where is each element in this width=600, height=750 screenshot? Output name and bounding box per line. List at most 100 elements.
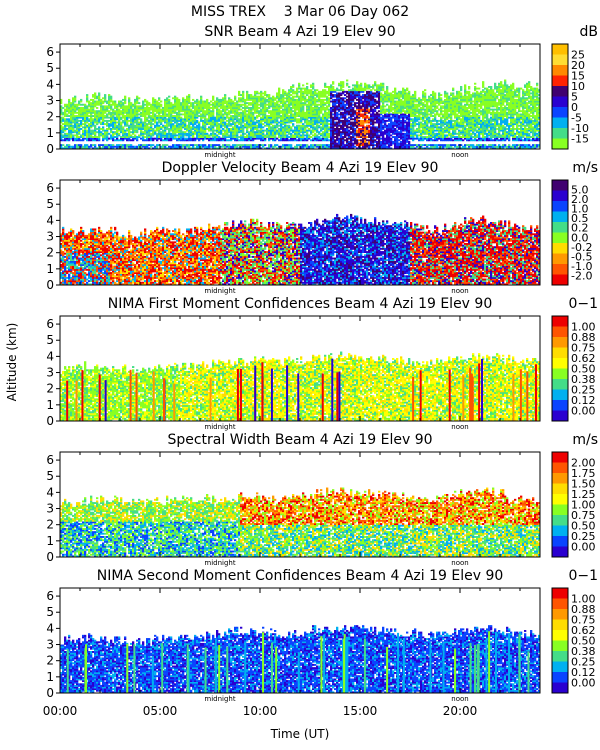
heatmap-cell: [132, 104, 134, 106]
heatmap-cell: [266, 128, 268, 130]
heatmap-cell: [306, 104, 308, 106]
heatmap-cell: [96, 131, 98, 133]
heatmap-cell: [116, 104, 118, 106]
heatmap-cell: [122, 144, 124, 146]
heatmap-cell: [118, 109, 120, 111]
heatmap-cell: [288, 139, 290, 141]
heatmap-cell: [256, 115, 258, 117]
heatmap-cell: [174, 144, 176, 146]
heatmap-cell: [84, 138, 86, 140]
heatmap-cell: [290, 97, 292, 99]
heatmap-cell: [102, 97, 104, 99]
heatmap-cell: [238, 144, 240, 146]
heatmap-cell: [118, 144, 120, 146]
heatmap-cell: [304, 144, 306, 146]
heatmap-cell: [278, 122, 280, 124]
heatmap-cell: [262, 126, 264, 128]
heatmap-cell: [154, 138, 156, 140]
heatmap-cell: [216, 134, 218, 136]
heatmap-cell: [286, 134, 288, 136]
heatmap-cell: [120, 101, 122, 103]
heatmap-cell: [120, 117, 122, 119]
heatmap-cell: [144, 139, 146, 141]
heatmap-cell: [228, 144, 230, 146]
heatmap-cell: [308, 146, 310, 148]
heatmap-cell: [92, 94, 94, 96]
heatmap-cell: [310, 139, 312, 141]
heatmap-cell: [234, 102, 236, 104]
heatmap-cell: [290, 107, 292, 109]
heatmap-cell: [146, 144, 148, 146]
heatmap-cell: [154, 125, 156, 127]
heatmap-cell: [238, 136, 240, 138]
heatmap-cell: [132, 136, 134, 138]
heatmap-cell: [340, 97, 342, 99]
heatmap-cell: [154, 99, 156, 101]
heatmap-cell: [236, 125, 238, 127]
heatmap-cell: [80, 139, 82, 141]
heatmap-cell: [114, 146, 116, 148]
heatmap-cell: [84, 144, 86, 146]
heatmap-cell: [226, 139, 228, 141]
heatmap-cell: [82, 107, 84, 109]
heatmap-cell: [64, 146, 66, 148]
heatmap-cell: [302, 84, 304, 86]
heatmap-cell: [118, 139, 120, 141]
heatmap-cell: [214, 133, 216, 135]
heatmap-cell: [224, 117, 226, 119]
heatmap-cell: [256, 125, 258, 127]
heatmap-cell: [284, 144, 286, 146]
heatmap-cell: [100, 122, 102, 124]
heatmap-cell: [96, 128, 98, 130]
heatmap-cell: [344, 139, 346, 141]
heatmap-cell: [62, 134, 64, 136]
heatmap-cell: [150, 104, 152, 106]
heatmap-cell: [334, 89, 336, 91]
heatmap-cell: [288, 89, 290, 91]
heatmap-cell: [186, 125, 188, 127]
heatmap-cell: [194, 126, 196, 128]
heatmap-cell: [238, 104, 240, 106]
heatmap-cell: [304, 112, 306, 114]
heatmap-cell: [154, 146, 156, 148]
heatmap-cell: [112, 109, 114, 111]
heatmap-cell: [296, 139, 298, 141]
heatmap-cell: [76, 115, 78, 117]
heatmap-cell: [270, 110, 272, 112]
heatmap-cell: [156, 133, 158, 135]
heatmap-cell: [122, 126, 124, 128]
heatmap-cell: [100, 144, 102, 146]
heatmap-cell: [338, 138, 340, 140]
heatmap-cell: [224, 94, 226, 96]
heatmap-cell: [164, 144, 166, 146]
heatmap-cell: [62, 123, 64, 125]
heatmap-cell: [102, 126, 104, 128]
heatmap-cell: [124, 130, 126, 132]
heatmap-cell: [314, 97, 316, 99]
heatmap-cell: [216, 97, 218, 99]
heatmap-cell: [240, 144, 242, 146]
heatmap-cell: [174, 96, 176, 98]
heatmap-cell: [80, 134, 82, 136]
heatmap-cell: [238, 126, 240, 128]
heatmap-cell: [288, 125, 290, 127]
heatmap-cell: [314, 144, 316, 146]
heatmap-cell: [310, 89, 312, 91]
heatmap-cell: [128, 125, 130, 127]
heatmap-cell: [184, 138, 186, 140]
heatmap-cell: [262, 130, 264, 132]
heatmap-cell: [254, 131, 256, 133]
heatmap-cell: [124, 115, 126, 117]
heatmap-cell: [66, 144, 68, 146]
heatmap-cell: [274, 97, 276, 99]
heatmap-cell: [110, 128, 112, 130]
heatmap-cell: [336, 122, 338, 124]
heatmap-cell: [206, 146, 208, 148]
heatmap-cell: [308, 96, 310, 98]
heatmap-cell: [104, 115, 106, 117]
heatmap-cell: [80, 107, 82, 109]
heatmap-cell: [296, 125, 298, 127]
heatmap-cell: [108, 94, 110, 96]
heatmap-cell: [254, 117, 256, 119]
